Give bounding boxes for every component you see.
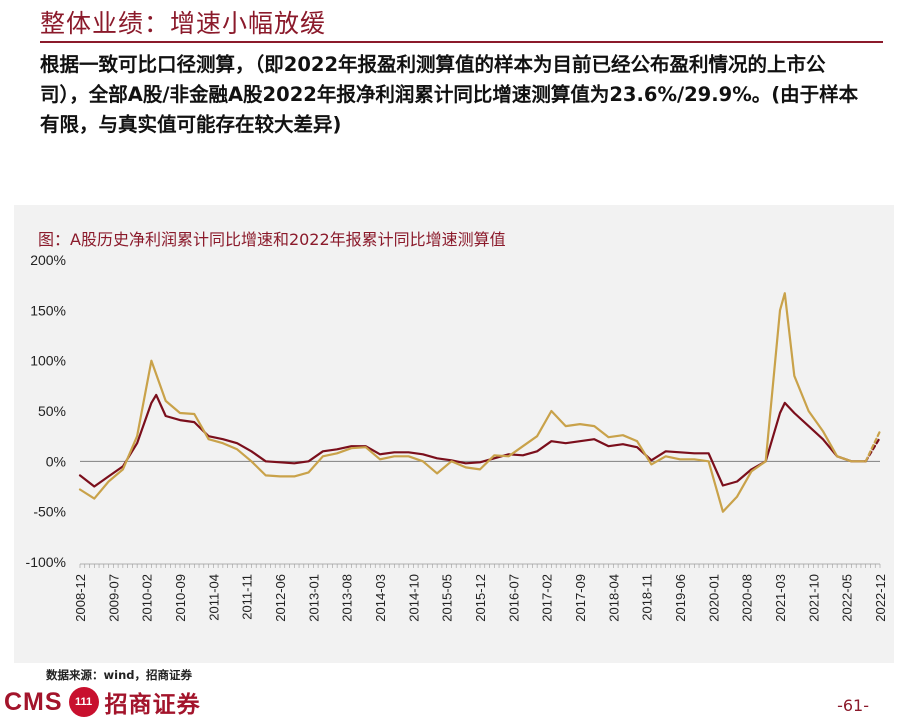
x-tick-label: 2015-05	[440, 574, 455, 622]
x-tick-label: 2015-12	[473, 574, 488, 622]
x-tick-label: 2012-06	[273, 574, 288, 622]
x-tick-label: 2014-03	[373, 574, 388, 622]
x-tick-label: 2021-10	[806, 574, 821, 622]
intro-text: 根据一致可比口径测算，（即2022年报盈利测算值的样本为目前已经公布盈利情况的上…	[40, 53, 859, 136]
x-tick-label: 2010-02	[140, 574, 155, 622]
y-tick-label: 0%	[46, 453, 66, 469]
cms-logo: CMS 111 招商证券	[4, 686, 201, 718]
page-number: -61-	[837, 696, 869, 715]
y-tick-label: -50%	[33, 504, 66, 520]
x-tick-label: 2022-05	[840, 574, 855, 622]
y-tick-label: 100%	[30, 353, 66, 369]
series-line	[78, 292, 867, 513]
chart-title: 图：A股历史净利润累计同比增速和2022年报累计同比增速测算值	[38, 230, 506, 249]
x-tick-label: 2008-12	[73, 574, 88, 622]
y-tick-label: -100%	[26, 554, 66, 570]
page-title: 整体业绩：增速小幅放缓	[40, 9, 327, 38]
x-tick-label: 2016-07	[506, 574, 521, 622]
x-tick-label: 2011-04	[206, 574, 221, 621]
x-tick-label: 2011-11	[240, 574, 255, 620]
logo-latin: CMS	[4, 687, 63, 716]
x-tick-label: 2019-06	[673, 574, 688, 622]
x-tick-label: 2010-09	[173, 574, 188, 622]
x-tick-label: 2017-09	[573, 574, 588, 622]
logo-badge-icon: 111	[68, 687, 99, 717]
x-tick-label: 2021-03	[773, 574, 788, 622]
x-tick-label: 2020-01	[706, 574, 721, 622]
series-line	[78, 393, 867, 488]
y-tick-label: 150%	[30, 302, 66, 318]
series-forecast-line	[864, 430, 882, 463]
y-tick-label: 200%	[30, 252, 66, 268]
x-tick-label: 2009-07	[106, 574, 121, 622]
x-tick-label: 2018-11	[640, 574, 655, 621]
chart-panel	[14, 205, 894, 663]
title-divider	[40, 41, 883, 43]
x-tick-label: 2017-02	[540, 574, 555, 622]
x-tick-label: 2018-04	[606, 574, 621, 622]
source-note: 数据来源：wind，招商证券	[46, 668, 192, 682]
x-tick-label: 2013-08	[340, 574, 355, 622]
logo-cn: 招商证券	[104, 691, 201, 718]
x-tick-label: 2013-01	[306, 574, 321, 622]
y-tick-label: 50%	[38, 403, 66, 419]
x-tick-label: 2014-10	[406, 574, 421, 622]
x-tick-label: 2020-08	[740, 574, 755, 622]
x-tick-label: 2022-12	[873, 574, 888, 622]
